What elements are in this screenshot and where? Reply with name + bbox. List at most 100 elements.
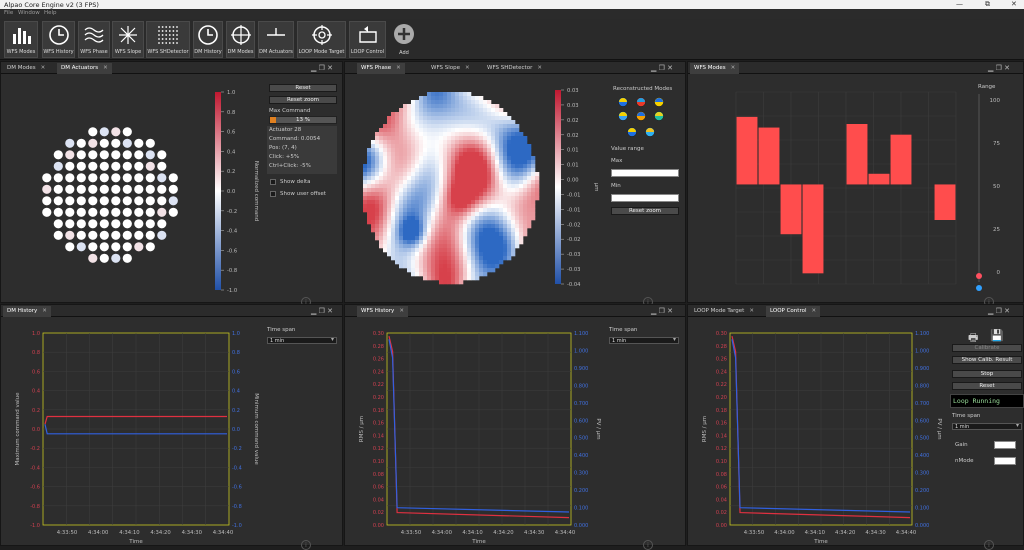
- actuator[interactable]: [99, 242, 109, 252]
- actuator[interactable]: [88, 161, 98, 171]
- actuator[interactable]: [134, 150, 144, 160]
- actuator[interactable]: [134, 138, 144, 148]
- actuator[interactable]: [145, 173, 155, 183]
- actuator[interactable]: [76, 242, 86, 252]
- close-icon[interactable]: ✕: [730, 65, 736, 71]
- actuator[interactable]: [88, 196, 98, 206]
- actuator[interactable]: [111, 138, 121, 148]
- close-icon[interactable]: ✕: [537, 65, 542, 71]
- toolbar-button-wfs-slope[interactable]: WFS Slope: [112, 21, 144, 58]
- actuator[interactable]: [168, 173, 178, 183]
- actuator[interactable]: [99, 219, 109, 229]
- tab-wfs-phase[interactable]: WFS Phase ✕: [357, 63, 405, 74]
- range-slider[interactable]: 100 75 50 25 0: [972, 92, 1002, 292]
- actuator[interactable]: [122, 184, 132, 194]
- info-icon[interactable]: i: [301, 540, 311, 550]
- actuator[interactable]: [122, 173, 132, 183]
- actuator[interactable]: [157, 173, 167, 183]
- actuator[interactable]: [53, 150, 63, 160]
- actuator[interactable]: [42, 173, 52, 183]
- panel-controls-icon[interactable]: ▁ ❐ ✕: [988, 64, 1010, 72]
- actuator[interactable]: [134, 173, 144, 183]
- actuator[interactable]: [111, 242, 121, 252]
- calibrate-button[interactable]: Calibrate: [952, 344, 1022, 352]
- actuator[interactable]: [99, 161, 109, 171]
- close-icon[interactable]: ✕: [811, 308, 817, 314]
- close-icon[interactable]: ✕: [42, 308, 47, 314]
- tab-wfs-modes[interactable]: WFS Modes ✕: [690, 63, 740, 74]
- toolbar-button-wfs-modes[interactable]: WFS Modes: [4, 21, 38, 58]
- actuator[interactable]: [157, 161, 167, 171]
- actuator[interactable]: [53, 184, 63, 194]
- time-span-select[interactable]: 1 min: [952, 423, 1022, 430]
- time-span-select[interactable]: 1 min: [267, 337, 337, 344]
- actuator[interactable]: [53, 173, 63, 183]
- tab-wfs-slope[interactable]: WFS Slope ✕: [431, 65, 470, 71]
- actuator[interactable]: [134, 196, 144, 206]
- actuator[interactable]: [99, 150, 109, 160]
- minimize-button[interactable]: —: [956, 0, 963, 8]
- menu-file[interactable]: File: [4, 10, 14, 16]
- actuator[interactable]: [53, 207, 63, 217]
- actuator[interactable]: [145, 138, 155, 148]
- actuator[interactable]: [111, 196, 121, 206]
- actuator[interactable]: [111, 207, 121, 217]
- actuator[interactable]: [53, 230, 63, 240]
- actuator[interactable]: [122, 150, 132, 160]
- restore-button[interactable]: ⧉: [985, 0, 990, 8]
- actuator[interactable]: [99, 138, 109, 148]
- tab-dm-history[interactable]: DM History ✕: [3, 306, 51, 317]
- actuator[interactable]: [99, 253, 109, 263]
- slider-handle[interactable]: [270, 117, 276, 123]
- menu-window[interactable]: Window: [18, 10, 40, 16]
- actuator[interactable]: [76, 207, 86, 217]
- close-icon[interactable]: ✕: [465, 65, 470, 71]
- panel-controls-icon[interactable]: ▁ ❐ ✕: [311, 64, 333, 72]
- mode-icons[interactable]: [617, 96, 669, 140]
- actuator-grid[interactable]: [41, 126, 191, 276]
- actuator[interactable]: [76, 138, 86, 148]
- time-span-select[interactable]: 1 min: [609, 337, 679, 344]
- actuator[interactable]: [99, 230, 109, 240]
- show-calib-result-button[interactable]: Show Calib. Result: [952, 356, 1022, 364]
- actuator[interactable]: [76, 161, 86, 171]
- show-user-offset-checkbox[interactable]: [270, 191, 276, 197]
- nmode-input[interactable]: [994, 457, 1016, 465]
- actuator[interactable]: [76, 230, 86, 240]
- close-icon[interactable]: ✕: [749, 308, 754, 314]
- actuator[interactable]: [134, 207, 144, 217]
- actuator[interactable]: [111, 150, 121, 160]
- actuator[interactable]: [76, 196, 86, 206]
- actuator[interactable]: [88, 230, 98, 240]
- actuator[interactable]: [157, 230, 167, 240]
- tab-wfs-history[interactable]: WFS History ✕: [357, 306, 408, 317]
- toolbar-button-dm-actuators[interactable]: DM Actuators: [258, 21, 294, 58]
- actuator[interactable]: [111, 127, 121, 137]
- panel-controls-icon[interactable]: ▁ ❐ ✕: [651, 64, 673, 72]
- actuator[interactable]: [111, 253, 121, 263]
- actuator[interactable]: [88, 127, 98, 137]
- close-icon[interactable]: ✕: [399, 308, 404, 314]
- toolbar-button-dm-history[interactable]: DM History: [193, 21, 223, 58]
- actuator[interactable]: [65, 196, 75, 206]
- actuator[interactable]: [88, 184, 98, 194]
- actuator[interactable]: [42, 207, 52, 217]
- actuator[interactable]: [111, 219, 121, 229]
- actuator[interactable]: [99, 184, 109, 194]
- actuator[interactable]: [111, 161, 121, 171]
- min-input[interactable]: [611, 194, 679, 202]
- close-button[interactable]: ✕: [1011, 0, 1017, 8]
- actuator[interactable]: [122, 127, 132, 137]
- actuator[interactable]: [76, 150, 86, 160]
- actuator[interactable]: [88, 219, 98, 229]
- actuator[interactable]: [145, 184, 155, 194]
- actuator[interactable]: [65, 150, 75, 160]
- toolbar-button-wfs-phase[interactable]: WFS Phase: [78, 21, 110, 58]
- tab-loop-mode-target[interactable]: LOOP Mode Target ✕: [694, 308, 754, 314]
- info-icon[interactable]: i: [984, 540, 994, 550]
- toolbar-button-wfs-shdetector[interactable]: WFS SHDetector: [146, 21, 190, 58]
- tab-dm-modes[interactable]: DM Modes ✕: [7, 65, 46, 71]
- reset-zoom-button[interactable]: Reset zoom: [269, 96, 337, 104]
- actuator[interactable]: [134, 219, 144, 229]
- actuator[interactable]: [145, 219, 155, 229]
